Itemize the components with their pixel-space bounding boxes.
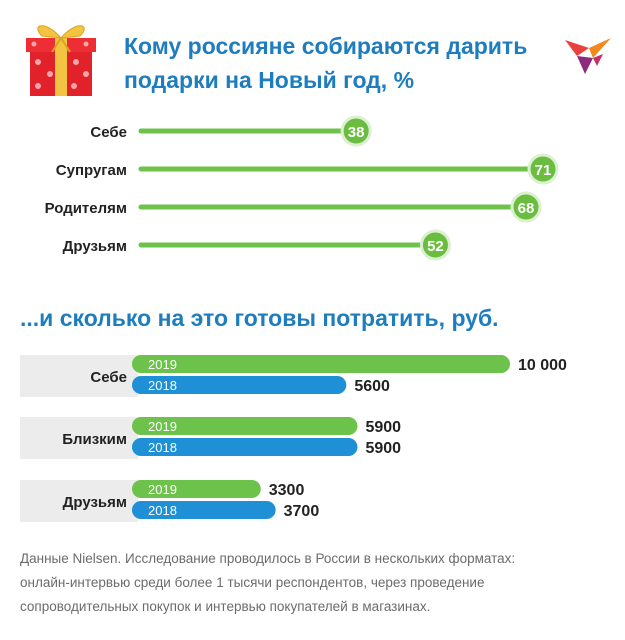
gift-icon: [26, 25, 96, 96]
kp-bird-logo-icon: [565, 38, 611, 74]
value-label: 38: [348, 124, 365, 141]
bar-value-label: 3300: [269, 482, 305, 499]
value-label: 71: [535, 162, 552, 179]
category-band: [20, 355, 138, 397]
spending-subtitle: ...и сколько на это готовы потратить, ру…: [20, 305, 499, 331]
lollipop-dot: [510, 191, 542, 223]
bar-value-label: 10 000: [518, 357, 567, 374]
category-label: Себе: [90, 369, 127, 386]
value-label: 68: [518, 200, 535, 217]
series-label: 2018: [148, 378, 177, 393]
bar-2019: [132, 417, 358, 435]
bar-2018: [132, 376, 347, 394]
category-label: Близким: [62, 431, 127, 448]
bar-2018: [132, 438, 358, 456]
series-label: 2018: [148, 503, 177, 518]
title-line-2: подарки на Новый год, %: [124, 67, 415, 93]
footnote-line-1: Данные Nielsen. Исследование проводилось…: [20, 551, 516, 566]
chart-title: Кому россияне собираются дарить подарки …: [124, 29, 554, 97]
category-label: Себе: [90, 124, 127, 141]
footnote-line-3: сопроводительных покупок и интервью поку…: [20, 599, 431, 614]
category-label: Супругам: [56, 162, 127, 179]
lollipop-dot: [527, 153, 559, 185]
lollipop-dot: [340, 115, 372, 147]
bar-value-label: 5900: [365, 419, 401, 436]
category-label: Друзьям: [63, 494, 127, 511]
bar-2018: [132, 501, 276, 519]
series-label: 2019: [148, 419, 177, 434]
footnote-line-2: онлайн-интервью среди более 1 тысячи рес…: [20, 575, 485, 590]
source-footnote: Данные Nielsen. Исследование проводилось…: [20, 547, 610, 619]
lollipop-dot: [419, 229, 451, 261]
series-label: 2019: [148, 357, 177, 372]
bar-value-label: 3700: [284, 503, 320, 520]
category-band: [20, 480, 138, 522]
bar-value-label: 5600: [354, 378, 390, 395]
category-label: Друзьям: [63, 238, 127, 255]
bar-2019: [132, 355, 510, 373]
category-label: Родителям: [45, 200, 127, 217]
bar-value-label: 5900: [365, 440, 401, 457]
category-band: [20, 417, 138, 459]
bar-2019: [132, 480, 261, 498]
value-label: 52: [427, 238, 444, 255]
title-line-1: Кому россияне собираются дарить: [124, 33, 528, 59]
series-label: 2019: [148, 482, 177, 497]
series-label: 2018: [148, 440, 177, 455]
